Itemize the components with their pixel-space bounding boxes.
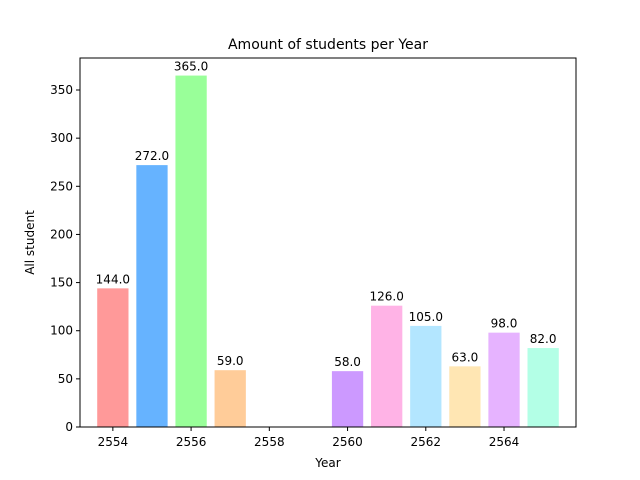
bar-2565 <box>527 348 559 427</box>
value-label-2556: 365.0 <box>174 60 208 74</box>
value-label-2554: 144.0 <box>96 272 130 286</box>
x-axis-label: Year <box>314 456 340 470</box>
value-label-2562: 105.0 <box>409 310 443 324</box>
x-tick-label-2564: 2564 <box>489 435 520 449</box>
y-tick-label-250: 250 <box>50 179 73 193</box>
bar-2556 <box>175 75 207 428</box>
bar-2557 <box>214 370 246 427</box>
bar-2555 <box>136 165 168 427</box>
y-axis: 0 50 100 150 200 250 300 350 <box>50 83 80 434</box>
bar-2554 <box>97 288 129 427</box>
y-tick-label-50: 50 <box>58 372 73 386</box>
value-label-2557: 59.0 <box>217 354 244 368</box>
bar-2560 <box>331 371 364 427</box>
bar-2561 <box>371 305 403 427</box>
chart-title: Amount of students per Year <box>228 37 428 53</box>
y-tick-label-100: 100 <box>50 324 73 338</box>
y-axis-label: All student <box>23 210 37 275</box>
y-tick-label-150: 150 <box>50 276 73 290</box>
x-tick-label-2558: 2558 <box>254 435 285 449</box>
value-label-2563: 63.0 <box>452 350 479 364</box>
value-label-2565: 82.0 <box>530 332 557 346</box>
x-tick-label-2556: 2556 <box>176 435 207 449</box>
x-tick-label-2554: 2554 <box>98 435 129 449</box>
x-tick-label-2562: 2562 <box>411 435 442 449</box>
value-label-2555: 272.0 <box>135 149 169 163</box>
y-tick-label-200: 200 <box>50 227 73 241</box>
value-label-2561: 126.0 <box>369 290 403 304</box>
plot-frame <box>79 57 577 428</box>
value-label-2560: 58.0 <box>334 355 361 369</box>
bar-2562 <box>410 325 442 427</box>
value-label-2564: 98.0 <box>491 317 518 331</box>
y-tick-label-350: 350 <box>50 83 73 97</box>
bars-group <box>97 75 559 428</box>
y-tick-label-300: 300 <box>50 131 73 145</box>
x-tick-label-2560: 2560 <box>332 435 363 449</box>
bar-2564 <box>488 332 520 427</box>
y-tick-label-0: 0 <box>65 420 73 434</box>
x-axis: 2554 2556 2558 2560 2562 2564 <box>98 427 520 449</box>
bar-2563 <box>449 366 481 427</box>
value-labels-group: 144.0 272.0 365.0 59.0 58.0 126.0 105.0 63.0 98.… <box>96 60 557 370</box>
